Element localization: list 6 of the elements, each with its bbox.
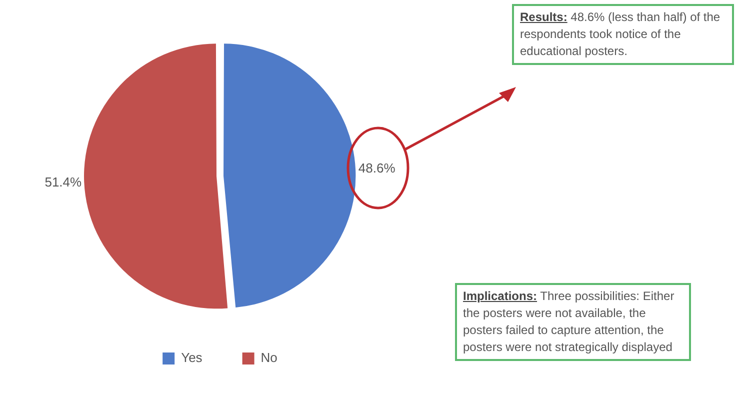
legend-label: No xyxy=(260,350,278,366)
data-label: 51.4% xyxy=(44,174,82,190)
text: Results: 48.6% (less than half) of the respondents took notice of the educational posters. xyxy=(520,10,720,58)
text: Implications: Three possibilities: Either the posters were not available, the posters failed to capture attention, the posters were not strategically displayed xyxy=(463,289,674,354)
legend-label: Yes xyxy=(181,350,203,366)
data-label: 48.6% xyxy=(358,160,396,176)
